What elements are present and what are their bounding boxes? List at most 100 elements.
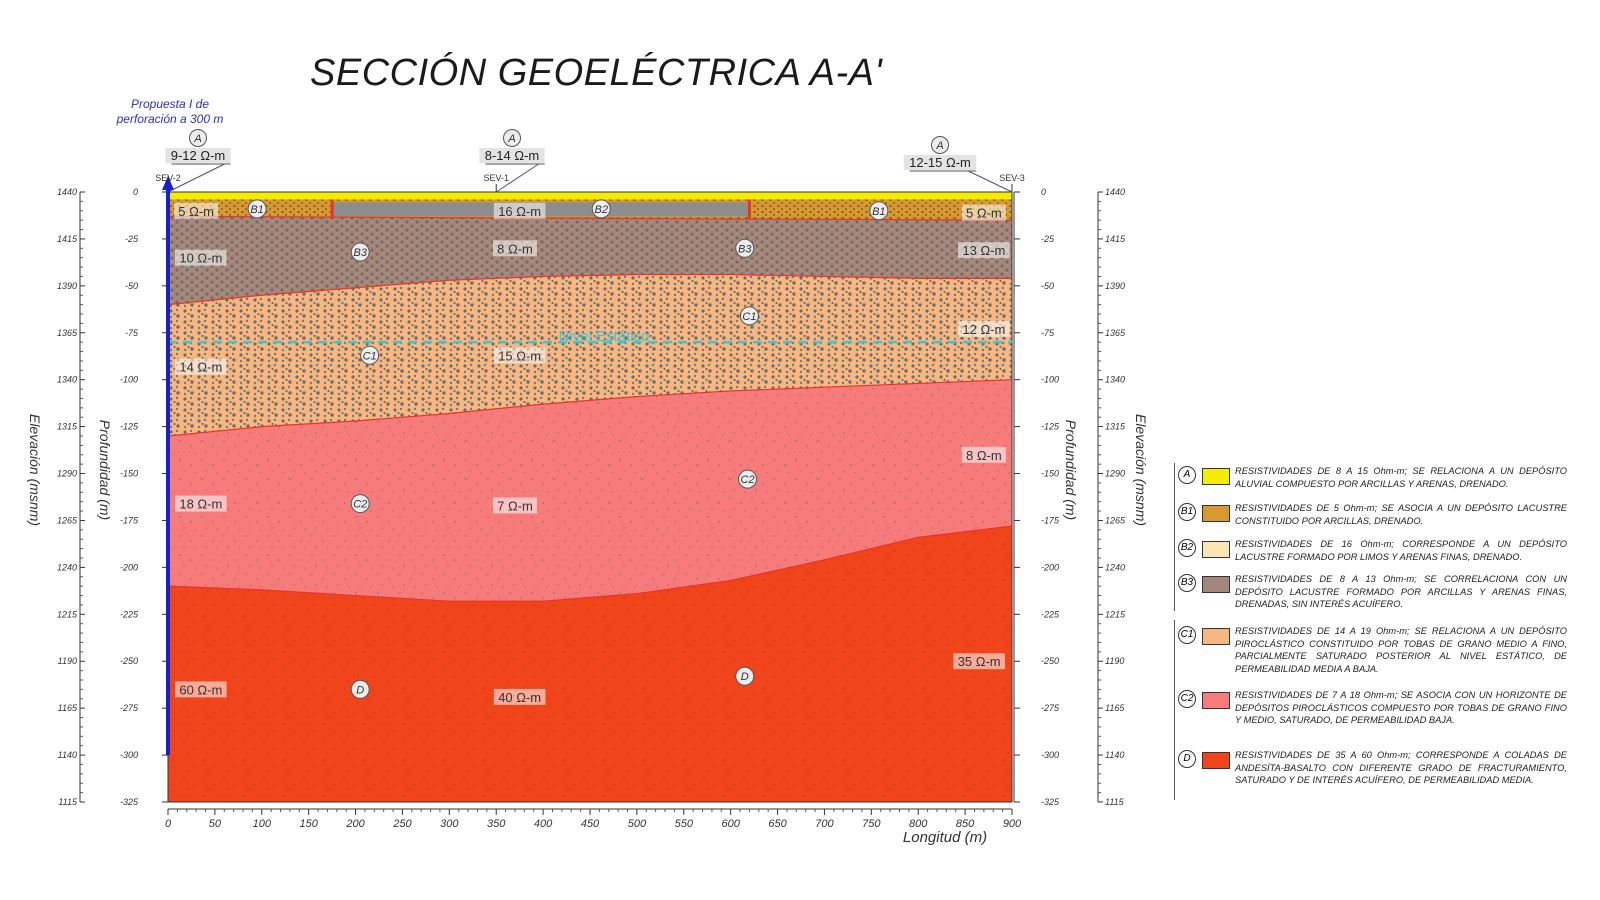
resistivity-label-text: 16 Ω-m	[498, 204, 541, 219]
elev-tick-label-right: 1365	[1105, 328, 1126, 338]
depth-tick-label-left: -200	[120, 562, 138, 572]
resistivity-label: 14 Ω-m	[175, 358, 227, 375]
depth-tick-label-left: -250	[120, 656, 138, 666]
legend-badge: B1	[1178, 503, 1196, 521]
resistivity-label-bg	[175, 495, 227, 512]
legend-text: RESISTIVIDADES DE 16 Ohm-m; CORRESPONDE …	[1235, 539, 1567, 562]
unit-badge-circle	[591, 199, 611, 219]
layer-d-pattern	[168, 526, 1012, 802]
resistivity-label-bg	[958, 242, 1010, 259]
resistivity-label-bg	[492, 497, 537, 514]
resistivity-label-text: 60 Ω-m	[179, 682, 222, 697]
elev-tick-label-right: 1190	[1105, 656, 1124, 666]
callout-leader	[968, 170, 1013, 193]
depth-tick-label-left: -225	[120, 609, 139, 619]
x-tick-label: 850	[956, 818, 975, 830]
x-tick-label: 500	[628, 818, 647, 830]
depth-tick-label-right: -250	[1041, 656, 1059, 666]
resistivity-label: 8 Ω-m	[492, 240, 537, 257]
unit-badge-circle	[735, 666, 755, 686]
legend-badge: B3	[1178, 574, 1196, 592]
unit-badge: B1	[869, 201, 889, 221]
x-tick-label: 650	[768, 818, 787, 830]
x-tick-label: 250	[392, 818, 412, 830]
x-tick-label: 350	[487, 818, 506, 830]
elev-tick-label-right: 1265	[1105, 515, 1126, 525]
unit-badge: B1	[247, 199, 267, 219]
resistivity-label-bg	[493, 202, 546, 219]
resistivity-label-bg	[961, 204, 1006, 221]
callout-leader	[167, 163, 225, 193]
x-tick-label: 0	[165, 818, 172, 830]
resistivity-label-bg	[961, 446, 1006, 463]
depth-tick-label-right: -175	[1041, 515, 1060, 525]
resistivity-label-text: 15 Ω-m	[498, 348, 541, 363]
callout-badge	[931, 136, 949, 154]
resistivity-label-bg	[175, 358, 227, 375]
elev-tick-label-left: 1340	[57, 375, 77, 385]
depth-tick-label-right: -275	[1041, 703, 1060, 713]
elev-axis-title-right: Elevación (msnm)	[1133, 414, 1149, 526]
elev-tick-label-right: 1390	[1105, 281, 1125, 291]
resistivity-label: 15 Ω-m	[493, 347, 546, 364]
resistivity-label: 40 Ω-m	[493, 688, 546, 705]
elev-tick-label-left: 1315	[57, 422, 78, 432]
unit-badge: B3	[735, 238, 755, 258]
unit-badge-circle	[350, 242, 370, 262]
legend-text: RESISTIVIDADES DE 8 A 15 Ohm-m; SE RELAC…	[1235, 466, 1567, 489]
boundary-c1	[167, 379, 1013, 437]
legend-divider	[1174, 620, 1175, 800]
x-tick-label: 600	[721, 818, 740, 830]
elev-axis-title-left: Elevación (msnm)	[27, 414, 43, 526]
unit-badge-text: C1	[363, 350, 377, 362]
elev-tick-label-left: 1290	[57, 469, 77, 479]
resistivity-label: 5 Ω-m	[961, 204, 1006, 221]
x-tick-label: 100	[253, 818, 272, 830]
resistivity-label-text: 7 Ω-m	[497, 498, 533, 513]
unit-badge: B3	[350, 242, 370, 262]
x-tick-label: 750	[862, 818, 881, 830]
legend-divider	[1174, 463, 1175, 611]
legend-text: RESISTIVIDADES DE 14 A 19 Ohm-m; SE RELA…	[1235, 626, 1567, 674]
x-tick-label: 300	[440, 818, 459, 830]
unit-badge: C1	[739, 306, 759, 326]
depth-tick-label-left: -175	[120, 515, 139, 525]
depth-tick-label-right: -100	[1041, 375, 1059, 385]
legend-badge: C2	[1178, 690, 1196, 708]
unit-badge: C1	[360, 345, 380, 365]
unit-badge: D	[735, 666, 755, 686]
callout-badge	[189, 129, 207, 147]
resistivity-label-text: 8 Ω-m	[966, 448, 1002, 463]
resistivity-label: 5 Ω-m	[174, 202, 219, 219]
x-tick-label: 450	[581, 818, 600, 830]
legend-swatch	[1202, 752, 1230, 769]
resistivity-label: 35 Ω-m	[953, 653, 1005, 670]
layer-c1-pattern	[168, 274, 1012, 436]
legend-swatch	[1202, 468, 1230, 485]
resistivity-label: 12 Ω-m	[958, 321, 1010, 338]
callout-text: 8-14 Ω-m	[485, 148, 540, 163]
depth-tick-label-right: -25	[1041, 234, 1055, 244]
x-tick-label: 700	[815, 818, 834, 830]
depth-tick-label-left: -25	[125, 234, 139, 244]
sev-marker-sev-3-label: SEV-3	[999, 173, 1025, 183]
boundary-b3	[167, 273, 1012, 306]
resistivity-label-text: 5 Ω-m	[966, 206, 1002, 221]
unit-badge-circle	[350, 494, 370, 514]
unit-badge-text: D	[356, 684, 364, 696]
depth-tick-label-left: -75	[125, 328, 139, 338]
resistivity-label: 16 Ω-m	[493, 202, 546, 219]
unit-badge-text: C1	[742, 311, 756, 323]
resistivity-label: 13 Ω-m	[958, 242, 1010, 259]
depth-tick-label-right: -50	[1041, 281, 1054, 291]
elev-tick-label-right: 1415	[1105, 234, 1126, 244]
callout-bg	[165, 148, 231, 163]
elev-tick-label-left: 1365	[57, 328, 78, 338]
elev-tick-label-left: 1215	[57, 609, 78, 619]
depth-tick-label-left: -325	[120, 797, 139, 807]
unit-badge: D	[350, 679, 370, 699]
elev-tick-label-left: 1415	[57, 234, 78, 244]
x-tick-label: 800	[909, 818, 928, 830]
depth-tick-label-left: -125	[120, 422, 139, 432]
elev-tick-label-left: 1165	[58, 703, 78, 713]
